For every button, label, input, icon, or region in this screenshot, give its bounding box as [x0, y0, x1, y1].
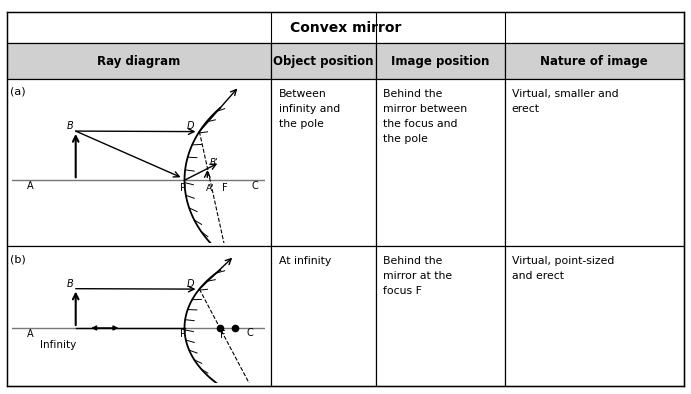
Text: Between
infinity and
the pole: Between infinity and the pole: [279, 89, 341, 129]
Bar: [504, 246, 684, 386]
Text: Nature of image: Nature of image: [540, 55, 648, 67]
Text: F: F: [222, 183, 227, 193]
Text: Behind the
mirror between
the focus and
the pole: Behind the mirror between the focus and …: [383, 89, 467, 144]
Text: Image position: Image position: [391, 55, 489, 67]
Bar: [271, 246, 376, 386]
Bar: [376, 79, 504, 246]
Text: Infinity: Infinity: [40, 340, 76, 350]
Bar: [376, 43, 504, 79]
Text: Convex mirror: Convex mirror: [290, 20, 401, 35]
Text: B: B: [67, 121, 74, 131]
Text: B': B': [209, 158, 218, 167]
Text: A: A: [27, 329, 33, 338]
Text: A: A: [27, 181, 33, 191]
Text: Object position: Object position: [273, 55, 374, 67]
Text: C: C: [247, 328, 254, 338]
Bar: [7, 43, 271, 79]
Text: P: P: [180, 329, 187, 339]
Text: A': A': [205, 184, 214, 193]
Text: B: B: [67, 279, 74, 289]
Bar: [376, 246, 504, 386]
Text: (b): (b): [10, 254, 26, 264]
Bar: [7, 12, 684, 43]
Text: Behind the
mirror at the
focus F: Behind the mirror at the focus F: [383, 256, 452, 297]
Bar: [7, 246, 271, 386]
Bar: [504, 79, 684, 246]
Text: D: D: [187, 279, 194, 289]
Text: At infinity: At infinity: [279, 256, 332, 266]
Text: Ray diagram: Ray diagram: [97, 55, 180, 67]
Text: Virtual, point-sized
and erect: Virtual, point-sized and erect: [511, 256, 614, 281]
Bar: [7, 79, 271, 246]
Text: (a): (a): [10, 87, 26, 97]
Text: Virtual, smaller and
erect: Virtual, smaller and erect: [511, 89, 618, 114]
Text: C: C: [252, 181, 258, 191]
Bar: [271, 43, 376, 79]
Text: P: P: [180, 183, 187, 193]
Bar: [504, 43, 684, 79]
Bar: [271, 79, 376, 246]
Text: F: F: [220, 330, 225, 340]
Text: D: D: [187, 121, 194, 131]
